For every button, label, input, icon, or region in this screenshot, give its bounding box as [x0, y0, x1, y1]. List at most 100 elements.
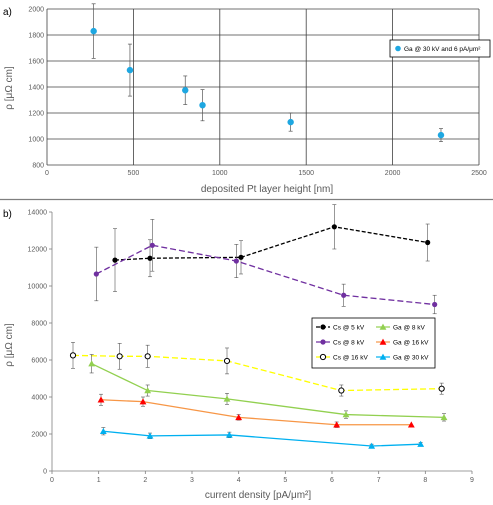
- panel-b-data-point: [139, 398, 147, 405]
- panel-b-x-tick-label: 7: [377, 477, 381, 484]
- panel-b-legend-label: Cs @ 16 kV: [333, 354, 368, 361]
- panel-b-data-point: [223, 395, 231, 402]
- panel-a: a) 800 1000 1200 1400 1600 1800 2000 0 500 1000 15…: [3, 3, 491, 195]
- panel-a-label: a): [3, 7, 12, 18]
- panel-b-data-point: [338, 387, 345, 394]
- panel-b-y-tick-label: 0: [43, 469, 47, 476]
- panel-b-data-point: [440, 413, 448, 421]
- panel-a-x-tick-label: 0: [45, 170, 49, 177]
- panel-b-legend-label: Cs @ 8 kV: [333, 339, 365, 346]
- panel-b-label: b): [3, 209, 12, 220]
- panel-b-x-tick-label: 2: [143, 477, 147, 484]
- panel-a-data-point: [126, 66, 134, 74]
- panel-b-x-tick-label: 9: [470, 477, 474, 484]
- panel-a-y-tick-label: 2000: [28, 7, 44, 14]
- panel-b-data-point: [235, 413, 243, 421]
- panel-b-series: [88, 354, 448, 422]
- panel-b-series: [93, 219, 438, 315]
- panel-b-y-tick-label: 10000: [28, 284, 48, 291]
- panel-b-data-point: [407, 421, 415, 428]
- panel-a-y-tick-label: 1000: [28, 137, 44, 144]
- panel-b-data-point: [432, 301, 438, 308]
- panel-b-series-line: [96, 244, 435, 306]
- panel-b-series: [97, 393, 415, 428]
- panel-a-legend-label: Ga @ 30 kV and 6 pA/μm²: [404, 46, 481, 53]
- panel-a-grid: [46, 8, 480, 166]
- panel-b-legend-marker: [320, 324, 326, 330]
- panel-b-series-line: [91, 363, 445, 418]
- panel-b-y-tick-label: 2000: [31, 432, 47, 439]
- panel-a-x-axis-label: deposited Pt layer height [nm]: [201, 184, 334, 195]
- panel-b-x-tick-label: 1: [97, 477, 101, 484]
- panel-a-y-tick-label: 1600: [28, 59, 44, 66]
- panel-b-legend-label: Ga @ 8 kV: [393, 324, 426, 331]
- panel-b-data-point: [223, 357, 231, 365]
- panel-b-series-line: [114, 226, 428, 261]
- panel-b-data-point: [368, 442, 376, 449]
- panel-a-data-point: [287, 118, 294, 126]
- panel-b-data-point: [93, 271, 99, 277]
- panel-b-series: [69, 342, 445, 397]
- panel-a-marks: [90, 3, 445, 142]
- panel-b-data-point: [341, 292, 347, 298]
- panel-b-data-point: [333, 421, 341, 428]
- panel-b-legend-label: Ga @ 30 kV: [393, 354, 429, 361]
- panel-b-legend-label: Ga @ 16 kV: [393, 339, 429, 346]
- panel-a-x-tick-label: 2500: [471, 170, 487, 177]
- panel-a-x-tick-label: 2000: [385, 170, 401, 177]
- panel-b-legend-items: Cs @ 5 kV Cs @ 8 kV Cs @ 16 kV Ga @ 8 kV Ga …: [316, 323, 429, 361]
- panel-b-data-point: [144, 353, 151, 360]
- panel-b-y-tick-label: 6000: [31, 358, 47, 365]
- panel-b-x-tick-label: 0: [50, 477, 54, 484]
- panel-b-data-point: [88, 360, 96, 367]
- panel-b-data-point: [99, 427, 107, 434]
- panel-a-y-tick-label: 800: [32, 163, 44, 170]
- panel-a-legend-box: [389, 39, 491, 58]
- panel-b-x-tick-label: 8: [423, 477, 427, 484]
- panel-b-data-point: [417, 440, 425, 447]
- panel-b: b) 0 2000 4000 6000 8000 10000 12000 14000 0 1 2 3 4…: [3, 204, 475, 501]
- panel-a-y-tick-label: 1400: [28, 85, 44, 92]
- panel-a-data-point: [90, 27, 97, 35]
- panel-b-data-point: [233, 258, 239, 264]
- panel-b-legend-marker: [320, 339, 326, 345]
- panel-b-axes: [51, 212, 472, 472]
- panel-a-data-point: [437, 131, 445, 139]
- panel-b-data-point: [425, 239, 431, 246]
- panel-b-data-point: [69, 352, 77, 359]
- panel-a-data-point: [199, 102, 206, 109]
- panel-b-x-tick-label: 6: [330, 477, 334, 484]
- panel-b-y-tick-label: 4000: [31, 395, 47, 402]
- panel-b-data-point: [342, 411, 350, 418]
- panel-b-data-point: [149, 242, 155, 248]
- panel-b-series: [112, 204, 431, 292]
- panel-b-data-point: [112, 257, 118, 263]
- panel-b-data-point: [225, 431, 233, 438]
- panel-a-y-axis-label: ρ [μΩ cm]: [4, 66, 15, 110]
- panel-a-y-tick-label: 1800: [28, 33, 44, 40]
- panel-a-y-tick-label: 1200: [28, 111, 44, 118]
- panel-b-data-point: [144, 387, 152, 394]
- panel-b-series: [99, 427, 425, 449]
- panel-b-y-tick-label: 14000: [28, 210, 48, 217]
- panel-b-data-point: [147, 255, 153, 261]
- panel-b-legend-marker: [379, 353, 387, 360]
- panel-b-legend-label: Cs @ 5 kV: [333, 324, 365, 331]
- panel-b-data-point: [438, 385, 445, 392]
- panel-a-x-tick-label: 1500: [298, 170, 314, 177]
- panel-b-data-point: [331, 224, 337, 230]
- panel-b-data-point: [146, 432, 154, 439]
- panel-b-ticks: 0 2000 4000 6000 8000 10000 12000 14000 0 1 2 3 4 5 6 7…: [28, 210, 475, 485]
- panel-b-legend: Cs @ 5 kV Cs @ 8 kV Cs @ 16 kV Ga @ 8 kV Ga …: [311, 317, 436, 369]
- panel-a-x-tick-label: 500: [128, 170, 140, 177]
- panel-a-data-point: [182, 87, 189, 94]
- panel-b-y-tick-label: 12000: [28, 247, 48, 254]
- panel-b-x-tick-label: 5: [283, 477, 287, 484]
- panel-b-x-axis-label: current density [pA/μm²]: [205, 490, 312, 501]
- panel-b-legend-marker: [319, 353, 327, 361]
- panel-b-x-tick-label: 4: [237, 477, 241, 484]
- panel-a-legend: Ga @ 30 kV and 6 pA/μm²: [389, 39, 491, 58]
- panel-a-ticks: 800 1000 1200 1400 1600 1800 2000 0 500 1000 1500 2…: [28, 7, 486, 178]
- panel-b-series-line: [72, 354, 442, 392]
